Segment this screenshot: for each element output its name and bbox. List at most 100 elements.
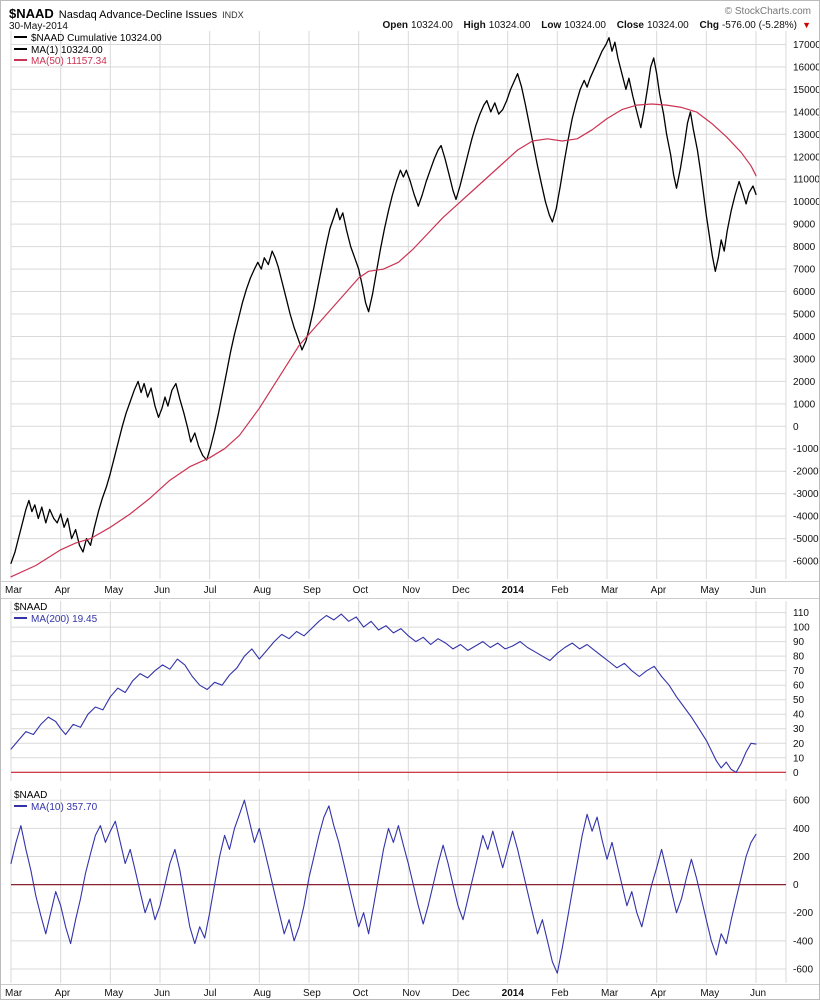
svg-text:80: 80 (793, 652, 805, 663)
svg-text:-6000: -6000 (793, 557, 819, 568)
svg-text:-1000: -1000 (793, 444, 819, 455)
open-label: Open (382, 20, 409, 31)
svg-text:Mar: Mar (601, 988, 619, 999)
svg-text:2014: 2014 (502, 988, 525, 999)
change-label: Chg (699, 20, 719, 31)
svg-text:70: 70 (793, 666, 805, 677)
svg-text:17000: 17000 (793, 40, 819, 51)
svg-text:-5000: -5000 (793, 534, 819, 545)
line-swatch-icon (14, 804, 27, 807)
svg-text:2014: 2014 (502, 585, 525, 596)
svg-text:Apr: Apr (651, 585, 667, 596)
high-label: High (463, 20, 486, 31)
svg-text:Jun: Jun (154, 585, 170, 596)
legend-ma50: MA(50) 11157.34 (14, 56, 162, 68)
svg-text:Jul: Jul (204, 585, 217, 596)
svg-text:Dec: Dec (452, 585, 470, 596)
svg-text:1000: 1000 (793, 399, 816, 410)
svg-text:Jun: Jun (750, 988, 766, 999)
line-swatch-icon (14, 36, 27, 38)
svg-text:-4000: -4000 (793, 512, 819, 523)
svg-text:Apr: Apr (651, 988, 667, 999)
svg-text:May: May (700, 585, 719, 596)
svg-text:10: 10 (793, 753, 805, 764)
svg-text:9000: 9000 (793, 220, 816, 231)
svg-text:600: 600 (793, 796, 810, 807)
svg-text:Aug: Aug (253, 585, 271, 596)
change-down-arrow-icon: ▼ (802, 20, 811, 30)
svg-text:7000: 7000 (793, 265, 816, 276)
change-value: -576.00 (-5.28%) (721, 20, 797, 31)
svg-text:May: May (104, 585, 123, 596)
svg-text:14000: 14000 (793, 107, 819, 118)
svg-text:Dec: Dec (452, 988, 470, 999)
quote-summary: Open 10324.00 High 10324.00 Low 10324.00 Cl… (374, 20, 797, 31)
svg-text:Sep: Sep (303, 585, 321, 596)
bottom-chart-legend: $NAAD MA(10) 357.70 (14, 790, 97, 813)
svg-text:100: 100 (793, 623, 810, 634)
legend-naad: $NAAD (14, 602, 48, 613)
svg-text:Apr: Apr (55, 988, 71, 999)
svg-text:8000: 8000 (793, 242, 816, 253)
svg-text:50: 50 (793, 695, 805, 706)
svg-text:3000: 3000 (793, 354, 816, 365)
svg-text:5000: 5000 (793, 309, 816, 320)
svg-text:20: 20 (793, 739, 805, 750)
ticker-symbol: $NAAD (9, 6, 54, 21)
low-label: Low (541, 20, 562, 31)
svg-text:4000: 4000 (793, 332, 816, 343)
svg-text:Nov: Nov (402, 988, 420, 999)
svg-text:Mar: Mar (601, 585, 619, 596)
svg-text:-600: -600 (793, 964, 813, 975)
main-chart-legend: $NAAD Cumulative 10324.00 MA(1) 10324.00… (14, 33, 162, 68)
open-value: 10324.00 (411, 20, 453, 31)
svg-text:Feb: Feb (551, 988, 569, 999)
low-value: 10324.00 (564, 20, 606, 31)
close-value: 10324.00 (647, 20, 689, 31)
svg-text:30: 30 (793, 724, 805, 735)
exchange-label: INDX (222, 10, 244, 20)
svg-text:12000: 12000 (793, 152, 819, 163)
svg-text:90: 90 (793, 637, 805, 648)
svg-text:May: May (104, 988, 123, 999)
svg-text:15000: 15000 (793, 85, 819, 96)
svg-text:200: 200 (793, 852, 810, 863)
svg-text:Aug: Aug (253, 988, 271, 999)
svg-text:-3000: -3000 (793, 489, 819, 500)
svg-text:-200: -200 (793, 908, 813, 919)
svg-text:400: 400 (793, 824, 810, 835)
svg-text:2000: 2000 (793, 377, 816, 388)
instrument-name: Nasdaq Advance-Decline Issues (58, 9, 218, 21)
svg-text:6000: 6000 (793, 287, 816, 298)
high-value: 10324.00 (488, 20, 531, 31)
svg-text:Mar: Mar (5, 988, 23, 999)
legend-naad-cumulative: $NAAD Cumulative 10324.00 (14, 33, 162, 45)
svg-text:110: 110 (793, 608, 809, 619)
line-swatch-icon (14, 59, 27, 61)
legend-ma1: MA(1) 10324.00 (14, 45, 162, 57)
middle-chart-legend: $NAAD MA(200) 19.45 (14, 602, 97, 625)
svg-text:-400: -400 (793, 936, 813, 947)
svg-text:40: 40 (793, 710, 805, 721)
legend-ma10: MA(10) 357.70 (14, 802, 97, 814)
line-swatch-icon (14, 47, 27, 50)
svg-text:0: 0 (793, 422, 799, 433)
chart-date: 30-May-2014 (9, 21, 68, 32)
svg-text:Mar: Mar (5, 585, 23, 596)
svg-text:Sep: Sep (303, 988, 321, 999)
svg-text:16000: 16000 (793, 62, 819, 73)
svg-text:Jun: Jun (750, 585, 766, 596)
legend-ma200: MA(200) 19.45 (14, 614, 97, 626)
copyright-notice: © StockCharts.com (724, 6, 811, 17)
svg-text:13000: 13000 (793, 130, 819, 141)
svg-text:0: 0 (793, 880, 799, 891)
svg-text:Jun: Jun (154, 988, 170, 999)
svg-text:Jul: Jul (204, 988, 217, 999)
svg-text:10000: 10000 (793, 197, 819, 208)
legend-naad: $NAAD (14, 790, 48, 801)
chart-title: $NAAD Nasdaq Advance-Decline Issues INDX (9, 5, 244, 23)
svg-text:May: May (700, 988, 719, 999)
svg-text:11000: 11000 (793, 175, 819, 186)
